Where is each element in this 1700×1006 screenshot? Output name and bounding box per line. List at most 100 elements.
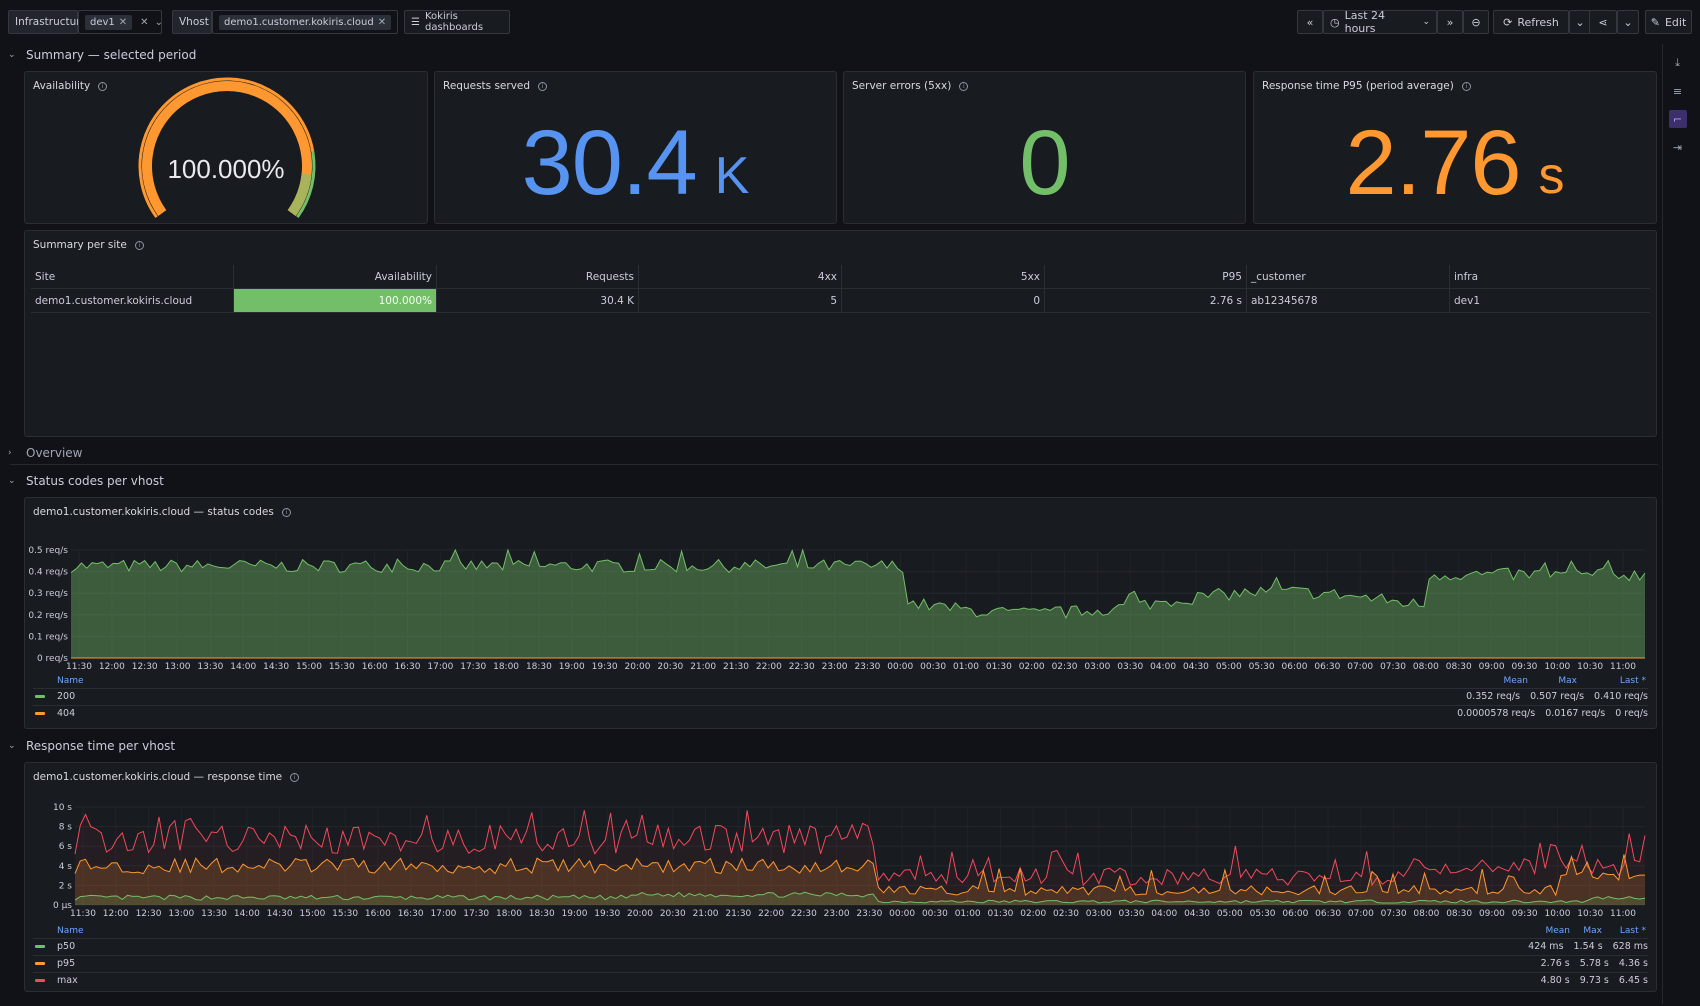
header-infra[interactable]: infra (1454, 270, 1479, 283)
x-tick-label: 15:00 (296, 662, 322, 672)
legend-item-p50[interactable]: p50 424 ms 1.54 s 628 ms (33, 938, 1648, 954)
clear-icon[interactable]: ✕ (140, 16, 149, 28)
share-button[interactable]: ⋖ (1589, 10, 1617, 34)
var-vhost-chip[interactable]: demo1.customer.kokiris.cloud ✕ (219, 14, 392, 30)
collapse-rail-icon[interactable]: ⇥ (1672, 140, 1683, 154)
edit-button[interactable]: ✎ Edit (1645, 10, 1692, 34)
panel-summary-per-site[interactable]: Summary per site i Site Availability Requ… (24, 230, 1657, 437)
series-200-area (71, 550, 1645, 658)
panel-title: Response time P95 (period average) i (1262, 80, 1471, 92)
legend-header-last[interactable]: Last * (1619, 676, 1646, 686)
header-5xx[interactable]: 5xx (842, 265, 1045, 288)
share-options-button[interactable]: ⌄ (1617, 10, 1639, 34)
row-overview[interactable]: › Overview (8, 446, 83, 460)
panel-server-errors[interactable]: Server errors (5xx) i 0 (843, 71, 1246, 224)
var-infrastructure-chip[interactable]: dev1 ✕ (85, 14, 133, 30)
response-time-chart[interactable]: 0 µs 2 s 4 s 6 s 8 s 10 s 11:30 12:00 12:30 13:00… (25, 763, 1658, 923)
gauge-arc (142, 81, 312, 216)
table-header: Site Availability Requests 4xx 5xx P95 _… (31, 265, 1650, 289)
series-200-line[interactable] (70, 548, 1646, 620)
legend-item-p95[interactable]: p95 2.76 s 5.78 s 4.36 s (33, 955, 1648, 971)
y-tick-label: 8 s (59, 823, 73, 833)
header-customer[interactable]: _customer (1247, 265, 1450, 288)
info-icon[interactable]: i (98, 81, 108, 91)
var-infrastructure-select[interactable]: dev1 ✕ ✕ ⌄ (78, 10, 163, 34)
panel-availability[interactable]: Availability i 100.000% (24, 71, 428, 224)
zoom-out-button[interactable]: ⊖ (1463, 10, 1489, 34)
header-site[interactable]: Site (31, 265, 234, 288)
refresh-button[interactable]: ⟳ Refresh (1493, 10, 1569, 34)
cell-requests: 30.4 K (437, 289, 639, 312)
legend-header-name[interactable]: Name (57, 926, 84, 936)
x-tick-label: 06:00 (1282, 662, 1308, 672)
panel-title-text: Server errors (5xx) (852, 80, 952, 92)
time-forward-button[interactable]: » (1437, 10, 1463, 34)
var-vhost-select[interactable]: demo1.customer.kokiris.cloud✕ ✕ ⌄ (212, 10, 432, 34)
info-icon[interactable]: i (538, 81, 548, 91)
add-panel-icon[interactable]: ⤓ (1675, 56, 1680, 69)
x-tick-label: 20:00 (627, 909, 653, 919)
x-tick-label: 22:00 (758, 909, 784, 919)
y-tick-label: 0.5 req/s (28, 546, 68, 556)
variables-icon[interactable]: ⌐ (1668, 110, 1687, 128)
x-tick-label: 18:30 (529, 909, 555, 919)
time-picker-button[interactable]: ◷ Last 24 hours ⌄ (1323, 9, 1437, 35)
cell-4xx: 5 (639, 289, 842, 312)
x-tick-label: 03:30 (1117, 662, 1143, 672)
dashboards-link[interactable]: ☰ Kokiris dashboards (404, 10, 510, 34)
info-icon[interactable]: i (959, 81, 969, 91)
info-icon[interactable]: i (134, 240, 144, 250)
x-tick-label: 11:00 (1610, 909, 1636, 919)
row-summary[interactable]: ⌄ Summary — selected period (8, 48, 196, 62)
edit-label: Edit (1664, 15, 1687, 29)
header-4xx[interactable]: 4xx (639, 265, 842, 288)
series-p50-line[interactable] (74, 891, 1646, 904)
panel-status-codes[interactable]: demo1.customer.kokiris.cloud — status co… (24, 497, 1657, 729)
row-status-codes[interactable]: ⌄ Status codes per vhost (8, 474, 164, 488)
series-p50-area (75, 892, 1645, 905)
x-tick-label: 18:00 (496, 909, 522, 919)
time-back-button[interactable]: « (1297, 10, 1323, 34)
zoom-out-icon: ⊖ (1471, 15, 1481, 29)
panel-requests[interactable]: Requests served i 30.4 K (434, 71, 837, 224)
chip-remove-icon[interactable]: ✕ (377, 16, 387, 28)
header-availability[interactable]: Availability (234, 265, 437, 288)
refresh-interval-button[interactable]: ⌄ (1569, 10, 1591, 34)
chevron-down-icon[interactable]: ⌄ (154, 16, 163, 28)
header-requests[interactable]: Requests (437, 265, 639, 288)
legend-header-max[interactable]: Max (1558, 676, 1577, 686)
info-icon[interactable]: i (290, 772, 300, 782)
legend-header-max[interactable]: Max (1583, 926, 1602, 936)
panel-p95[interactable]: Response time P95 (period average) i 2.76… (1253, 71, 1657, 224)
header-p95[interactable]: P95 (1045, 265, 1247, 288)
legend-header-last[interactable]: Last * (1619, 926, 1646, 936)
x-tick-label: 10:30 (1577, 909, 1603, 919)
chevron-down-icon: ⌄ (1422, 17, 1430, 27)
series-swatch (35, 695, 45, 698)
legend-header-name[interactable]: Name (57, 676, 84, 686)
availability-value: 100.000% (167, 154, 285, 184)
y-tick-label: 0.4 req/s (28, 568, 68, 578)
time-range-label: Last 24 hours (1344, 9, 1386, 35)
row-response-time[interactable]: ⌄ Response time per vhost (8, 739, 175, 753)
legend-header-mean[interactable]: Mean (1503, 676, 1528, 686)
legend-item-200[interactable]: 200 0.352 req/s 0.507 req/s 0.410 req/s (33, 688, 1648, 704)
chip-remove-icon[interactable]: ✕ (118, 16, 128, 28)
info-icon[interactable]: i (1461, 81, 1471, 91)
chevron-down-icon: ⌄ (8, 741, 16, 751)
cell-infra: dev1 (1454, 294, 1481, 307)
legend-name: p50 (57, 941, 76, 952)
cell-p95: 2.76 s (1045, 289, 1247, 312)
legend-max: 0.507 req/s (1530, 691, 1585, 702)
panel-response-time[interactable]: demo1.customer.kokiris.cloud — response … (24, 762, 1657, 992)
x-tick-label: 11:30 (66, 662, 92, 672)
series-max-line[interactable] (74, 810, 1646, 887)
info-icon[interactable]: i (281, 507, 291, 517)
legend-item-404[interactable]: 404 0.0000578 req/s 0.0167 req/s 0 req/s (33, 705, 1648, 721)
outline-icon[interactable]: ≡ (1672, 84, 1683, 98)
legend-header-mean[interactable]: Mean (1545, 926, 1570, 936)
cell-availability: 100.000% (234, 289, 437, 312)
status-codes-chart[interactable]: 0 req/s 0.1 req/s 0.2 req/s 0.3 req/s 0.4 re… (25, 498, 1658, 673)
legend-item-max[interactable]: max 4.80 s 9.73 s 6.45 s (33, 972, 1648, 988)
series-p95-line[interactable] (74, 854, 1645, 897)
